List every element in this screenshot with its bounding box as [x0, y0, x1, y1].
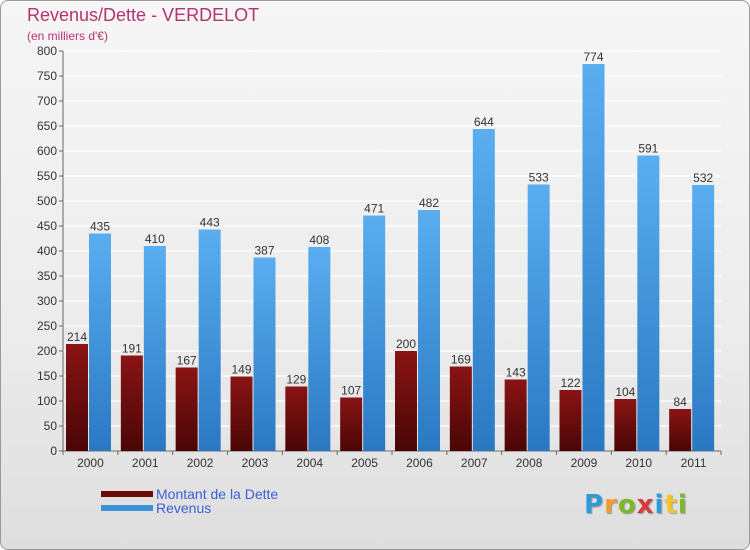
bar-debt — [230, 376, 253, 451]
data-label-revenue: 471 — [364, 202, 384, 216]
bar-revenue — [472, 129, 495, 451]
legend-swatch-revenue — [101, 505, 153, 511]
y-tick-label: 400 — [37, 244, 57, 258]
data-label-revenue: 591 — [638, 142, 658, 156]
bar-revenue — [418, 210, 440, 451]
x-tick-label: 2002 — [187, 456, 214, 470]
data-label-revenue: 533 — [529, 171, 549, 185]
bar-revenue — [637, 155, 660, 451]
bar-revenue — [89, 233, 111, 451]
y-tick-label: 100 — [37, 394, 57, 408]
chart-title: Revenus/Dette - VERDELOT — [27, 5, 260, 25]
y-tick-label: 550 — [37, 169, 57, 183]
x-tick-label: 2004 — [296, 456, 323, 470]
x-tick-label: 2008 — [516, 456, 543, 470]
y-tick-label: 750 — [37, 69, 57, 83]
legend-swatch-debt — [101, 491, 153, 497]
bar-debt — [504, 379, 527, 451]
legend-label-revenue: Revenus — [156, 500, 212, 516]
data-label-debt: 167 — [177, 354, 197, 368]
data-label-debt: 169 — [451, 353, 471, 367]
y-tick-label: 800 — [37, 44, 57, 58]
data-label-revenue: 435 — [90, 220, 110, 234]
bar-revenue — [308, 247, 331, 451]
x-tick-label: 2009 — [571, 456, 598, 470]
bar-revenue — [198, 229, 221, 451]
bar-debt — [559, 390, 582, 451]
y-tick-label: 50 — [44, 419, 58, 433]
data-label-debt: 84 — [673, 395, 687, 409]
bar-revenue — [253, 257, 276, 451]
x-tick-label: 2003 — [242, 456, 269, 470]
y-tick-label: 500 — [37, 194, 57, 208]
data-label-debt: 122 — [560, 376, 580, 390]
bar-debt — [175, 367, 198, 451]
bar-debt — [395, 351, 417, 451]
data-label-revenue: 387 — [254, 244, 274, 258]
data-label-debt: 129 — [286, 373, 306, 387]
legend-item-revenue: Revenus — [101, 501, 278, 515]
data-label-debt: 200 — [396, 337, 416, 351]
x-tick-label: 2011 — [681, 456, 707, 470]
bar-revenue — [582, 64, 605, 451]
data-label-revenue: 443 — [200, 216, 220, 230]
data-label-revenue: 774 — [583, 50, 603, 64]
bar-debt — [669, 409, 692, 451]
data-label-debt: 104 — [615, 385, 635, 399]
data-label-revenue: 644 — [474, 115, 494, 129]
legend-item-debt: Montant de la Dette — [101, 487, 278, 501]
x-tick-label: 2007 — [461, 456, 488, 470]
y-tick-label: 600 — [37, 144, 57, 158]
bar-debt — [66, 344, 88, 451]
data-label-debt: 191 — [122, 342, 142, 356]
x-tick-label: 2001 — [132, 456, 159, 470]
data-label-debt: 149 — [231, 363, 251, 377]
legend-label-debt: Montant de la Dette — [156, 486, 279, 502]
bar-debt — [285, 386, 308, 451]
chart-subtitle: (en milliers d'€) — [27, 29, 108, 43]
data-label-revenue: 532 — [693, 171, 713, 185]
y-tick-label: 450 — [37, 219, 57, 233]
x-tick-label: 2000 — [77, 456, 104, 470]
y-tick-label: 350 — [37, 269, 57, 283]
bar-revenue — [143, 246, 166, 451]
proxiti-logo: Proxiti — [584, 490, 688, 520]
y-tick-label: 150 — [37, 369, 57, 383]
y-tick-label: 250 — [37, 319, 57, 333]
data-label-debt: 143 — [506, 366, 526, 380]
bar-revenue — [363, 215, 386, 451]
y-tick-label: 300 — [37, 294, 57, 308]
bar-revenue — [692, 185, 715, 451]
bar-revenue — [527, 184, 550, 451]
legend: Montant de la Dette Revenus — [101, 487, 278, 515]
x-tick-label: 2005 — [351, 456, 378, 470]
bar-debt — [340, 397, 363, 451]
bar-debt — [614, 399, 637, 451]
y-tick-label: 650 — [37, 119, 57, 133]
data-label-debt: 107 — [341, 384, 361, 398]
data-label-debt: 214 — [67, 330, 87, 344]
x-tick-label: 2010 — [625, 456, 652, 470]
y-tick-label: 200 — [37, 344, 57, 358]
data-label-revenue: 482 — [419, 196, 439, 210]
data-label-revenue: 408 — [309, 233, 329, 247]
y-tick-label: 0 — [50, 444, 57, 458]
bar-debt — [449, 366, 472, 451]
data-label-revenue: 410 — [145, 232, 165, 246]
y-tick-label: 700 — [37, 94, 57, 108]
bar-debt — [120, 355, 143, 451]
x-tick-label: 2006 — [406, 456, 433, 470]
